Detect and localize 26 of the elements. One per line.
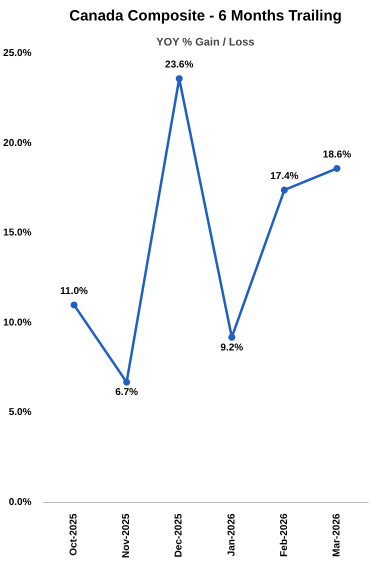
point — [228, 334, 236, 341]
y-tick-label: 25.0% — [3, 48, 32, 59]
data-label: 23.6% — [165, 60, 194, 71]
data-label: 17.4% — [270, 170, 299, 182]
x-tick-label: Dec-2025 — [174, 513, 185, 558]
data-label: 11.0% — [60, 286, 88, 297]
y-tick-label: 15.0% — [3, 228, 32, 239]
point — [70, 301, 78, 308]
data-label: 9.2% — [220, 342, 244, 354]
point — [333, 164, 340, 172]
y-tick-label: 20.0% — [3, 138, 32, 149]
x-tick-label: Nov-2025 — [121, 513, 132, 558]
y-tick-label: 0.0% — [8, 497, 32, 508]
chart-title: Canada Composite - 6 Months Trailing — [69, 8, 342, 24]
x-tick-label: Feb-2026 — [278, 513, 290, 557]
x-tick-label: Oct-2025 — [68, 513, 80, 556]
point — [280, 186, 288, 194]
data-label: 18.6% — [322, 149, 352, 160]
chart-subtitle: YOY % Gain / Loss — [156, 36, 255, 48]
x-tick-label: Jan-2026 — [226, 513, 238, 556]
y-tick-label: 10.0% — [3, 317, 32, 328]
point — [123, 378, 130, 386]
point — [176, 75, 183, 82]
y-tick-label: 5.0% — [8, 407, 32, 418]
x-tick-label: Mar-2026 — [331, 513, 342, 557]
data-label: 6.7% — [115, 387, 138, 398]
